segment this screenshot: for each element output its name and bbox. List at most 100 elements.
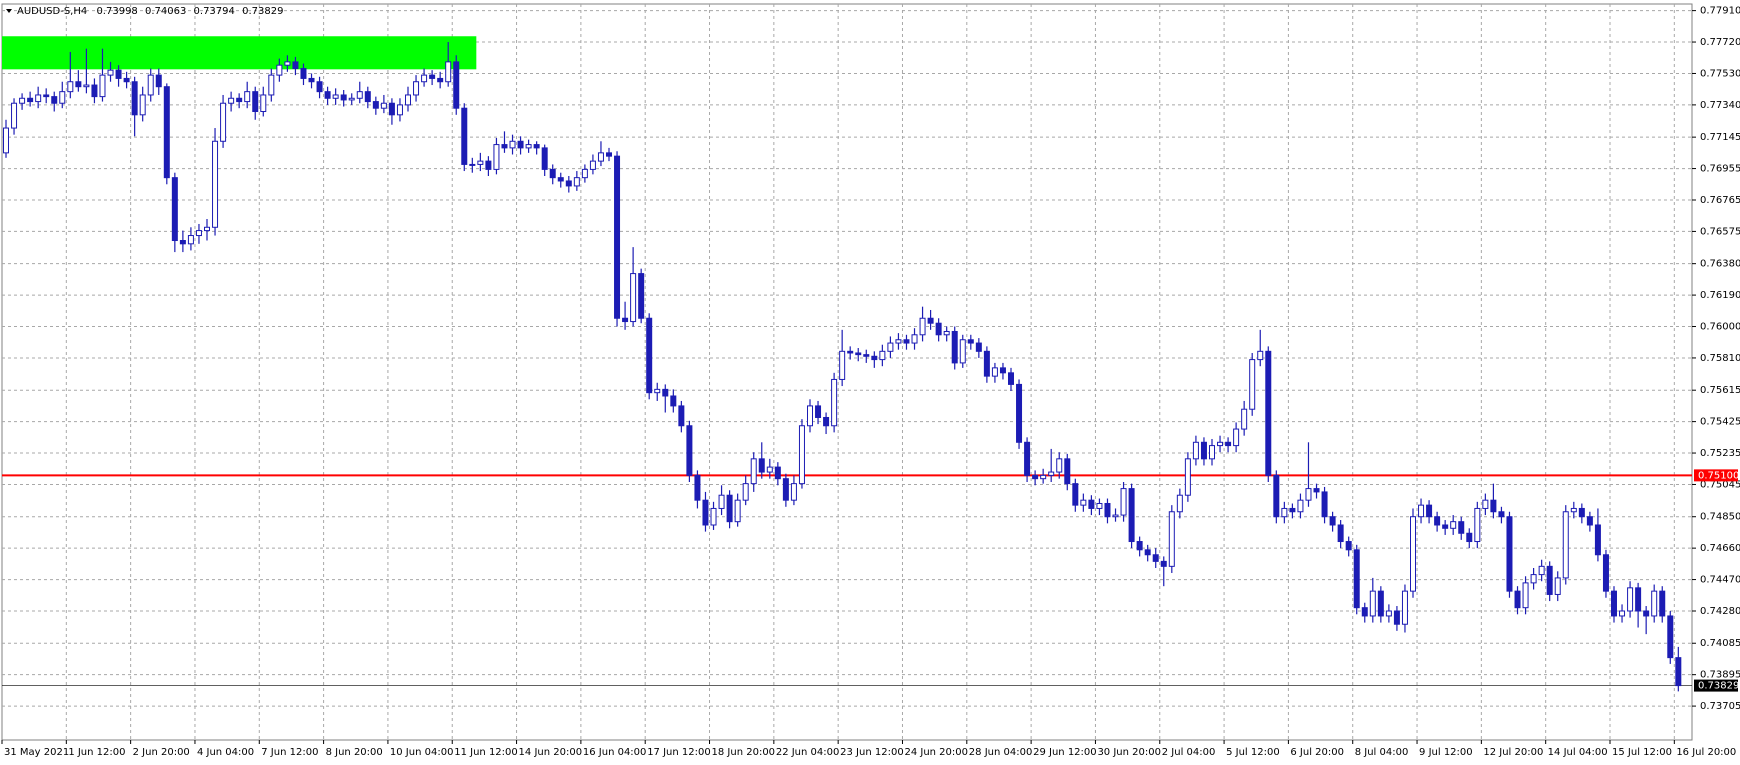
candle-body bbox=[525, 144, 532, 149]
candle-body bbox=[1675, 657, 1682, 687]
candle-body bbox=[332, 94, 339, 99]
candle-body bbox=[1458, 521, 1465, 534]
candle-body bbox=[292, 61, 299, 70]
candle-body bbox=[951, 330, 958, 364]
x-tick-label: 8 Jul 04:00 bbox=[1355, 747, 1409, 758]
candle-body bbox=[284, 61, 291, 66]
candle-body bbox=[1032, 474, 1039, 480]
candle-body bbox=[1393, 610, 1400, 625]
candle-body bbox=[1016, 383, 1023, 443]
x-tick-label: 8 Jun 20:00 bbox=[326, 747, 383, 758]
candle-body bbox=[3, 127, 9, 154]
x-tick-label: 5 Jul 12:00 bbox=[1226, 747, 1280, 758]
x-tick-label: 23 Jun 12:00 bbox=[840, 747, 904, 758]
candle-body bbox=[501, 144, 508, 149]
candle-body bbox=[1627, 587, 1634, 612]
candle-body bbox=[911, 334, 918, 344]
candle-body bbox=[1209, 445, 1215, 460]
candle-body bbox=[1410, 516, 1416, 592]
x-tick-label: 28 Jun 04:00 bbox=[969, 747, 1033, 758]
candle-body bbox=[1530, 574, 1537, 584]
candle-body bbox=[43, 94, 50, 98]
candle-body bbox=[1418, 504, 1425, 518]
candle-body bbox=[1369, 590, 1376, 617]
candle-body bbox=[1619, 610, 1626, 617]
x-tick-label: 31 May 2021 bbox=[4, 747, 69, 758]
y-tick-label: 0.77530 bbox=[1700, 68, 1740, 79]
candle-body bbox=[115, 69, 122, 79]
y-tick-label: 0.74660 bbox=[1700, 543, 1740, 554]
candle-body bbox=[774, 466, 781, 480]
candle-body bbox=[1040, 474, 1047, 480]
candle-body bbox=[1434, 516, 1441, 526]
candle-body bbox=[268, 74, 275, 96]
candle-body bbox=[782, 478, 789, 501]
candle-body bbox=[766, 466, 773, 473]
candle-body bbox=[517, 140, 524, 149]
candle-body bbox=[1305, 488, 1312, 501]
y-tick-label: 0.75425 bbox=[1700, 417, 1740, 428]
candle-body bbox=[1289, 507, 1296, 513]
y-tick-label: 0.76190 bbox=[1700, 290, 1740, 301]
candle-body bbox=[750, 458, 757, 485]
candle-body bbox=[541, 147, 548, 170]
candle-body bbox=[1241, 408, 1248, 430]
candle-body bbox=[622, 317, 629, 323]
y-tick-label: 0.74280 bbox=[1700, 606, 1740, 617]
candle-body bbox=[895, 339, 902, 344]
x-tick-label: 17 Jun 12:00 bbox=[647, 747, 711, 758]
y-tick-label: 0.73705 bbox=[1700, 701, 1740, 712]
candle-body bbox=[19, 97, 26, 104]
candle-body bbox=[1329, 516, 1336, 526]
candle-body bbox=[1048, 471, 1055, 476]
candle-body bbox=[726, 494, 733, 523]
candle-body bbox=[1112, 514, 1119, 518]
candle-body bbox=[1249, 359, 1256, 410]
candle-body bbox=[461, 107, 468, 165]
level-label: 0.75100 bbox=[1698, 470, 1739, 481]
y-tick-label: 0.75235 bbox=[1700, 448, 1740, 459]
candle-body bbox=[790, 483, 797, 501]
y-tick-label: 0.74085 bbox=[1700, 638, 1740, 649]
candle-body bbox=[533, 144, 540, 149]
candle-body bbox=[597, 152, 604, 162]
candle-body bbox=[1096, 502, 1103, 509]
candle-body bbox=[453, 61, 460, 109]
candle-body bbox=[581, 168, 588, 179]
candle-body bbox=[1128, 488, 1135, 543]
candle-body bbox=[1361, 607, 1368, 617]
candle-body bbox=[694, 474, 701, 501]
candle-body bbox=[244, 91, 251, 103]
candle-body bbox=[260, 94, 267, 113]
candle-body bbox=[1265, 350, 1272, 476]
candle-body bbox=[823, 416, 830, 427]
candle-body bbox=[1506, 516, 1513, 592]
candle-body bbox=[1200, 441, 1207, 460]
candle-body bbox=[220, 102, 227, 142]
x-tick-label: 11 Jun 12:00 bbox=[454, 747, 518, 758]
candle-body bbox=[847, 350, 854, 354]
candle-body bbox=[1546, 565, 1553, 595]
candle-body bbox=[654, 388, 661, 394]
candle-body bbox=[734, 499, 741, 523]
zone bbox=[2, 36, 477, 70]
candle-body bbox=[565, 180, 572, 187]
x-tick-label: 1 Jun 12:00 bbox=[68, 747, 125, 758]
y-tick-label: 0.77910 bbox=[1700, 6, 1740, 17]
candle-body bbox=[204, 226, 210, 232]
candle-body bbox=[742, 483, 749, 501]
x-tick-label: 7 Jun 12:00 bbox=[261, 747, 318, 758]
candle-body bbox=[1160, 560, 1167, 567]
x-tick-label: 15 Jul 12:00 bbox=[1612, 747, 1672, 758]
candle-body bbox=[155, 74, 162, 88]
y-tick-label: 0.76765 bbox=[1700, 195, 1740, 206]
candle-body bbox=[573, 177, 580, 187]
candle-body bbox=[477, 160, 484, 165]
candle-body bbox=[991, 367, 998, 377]
y-tick-label: 0.75615 bbox=[1700, 385, 1740, 396]
candle-body bbox=[1554, 577, 1561, 595]
candle-body bbox=[1578, 507, 1585, 518]
x-tick-label: 10 Jun 04:00 bbox=[390, 747, 454, 758]
candle-body bbox=[27, 97, 34, 103]
candle-body bbox=[1474, 507, 1481, 543]
